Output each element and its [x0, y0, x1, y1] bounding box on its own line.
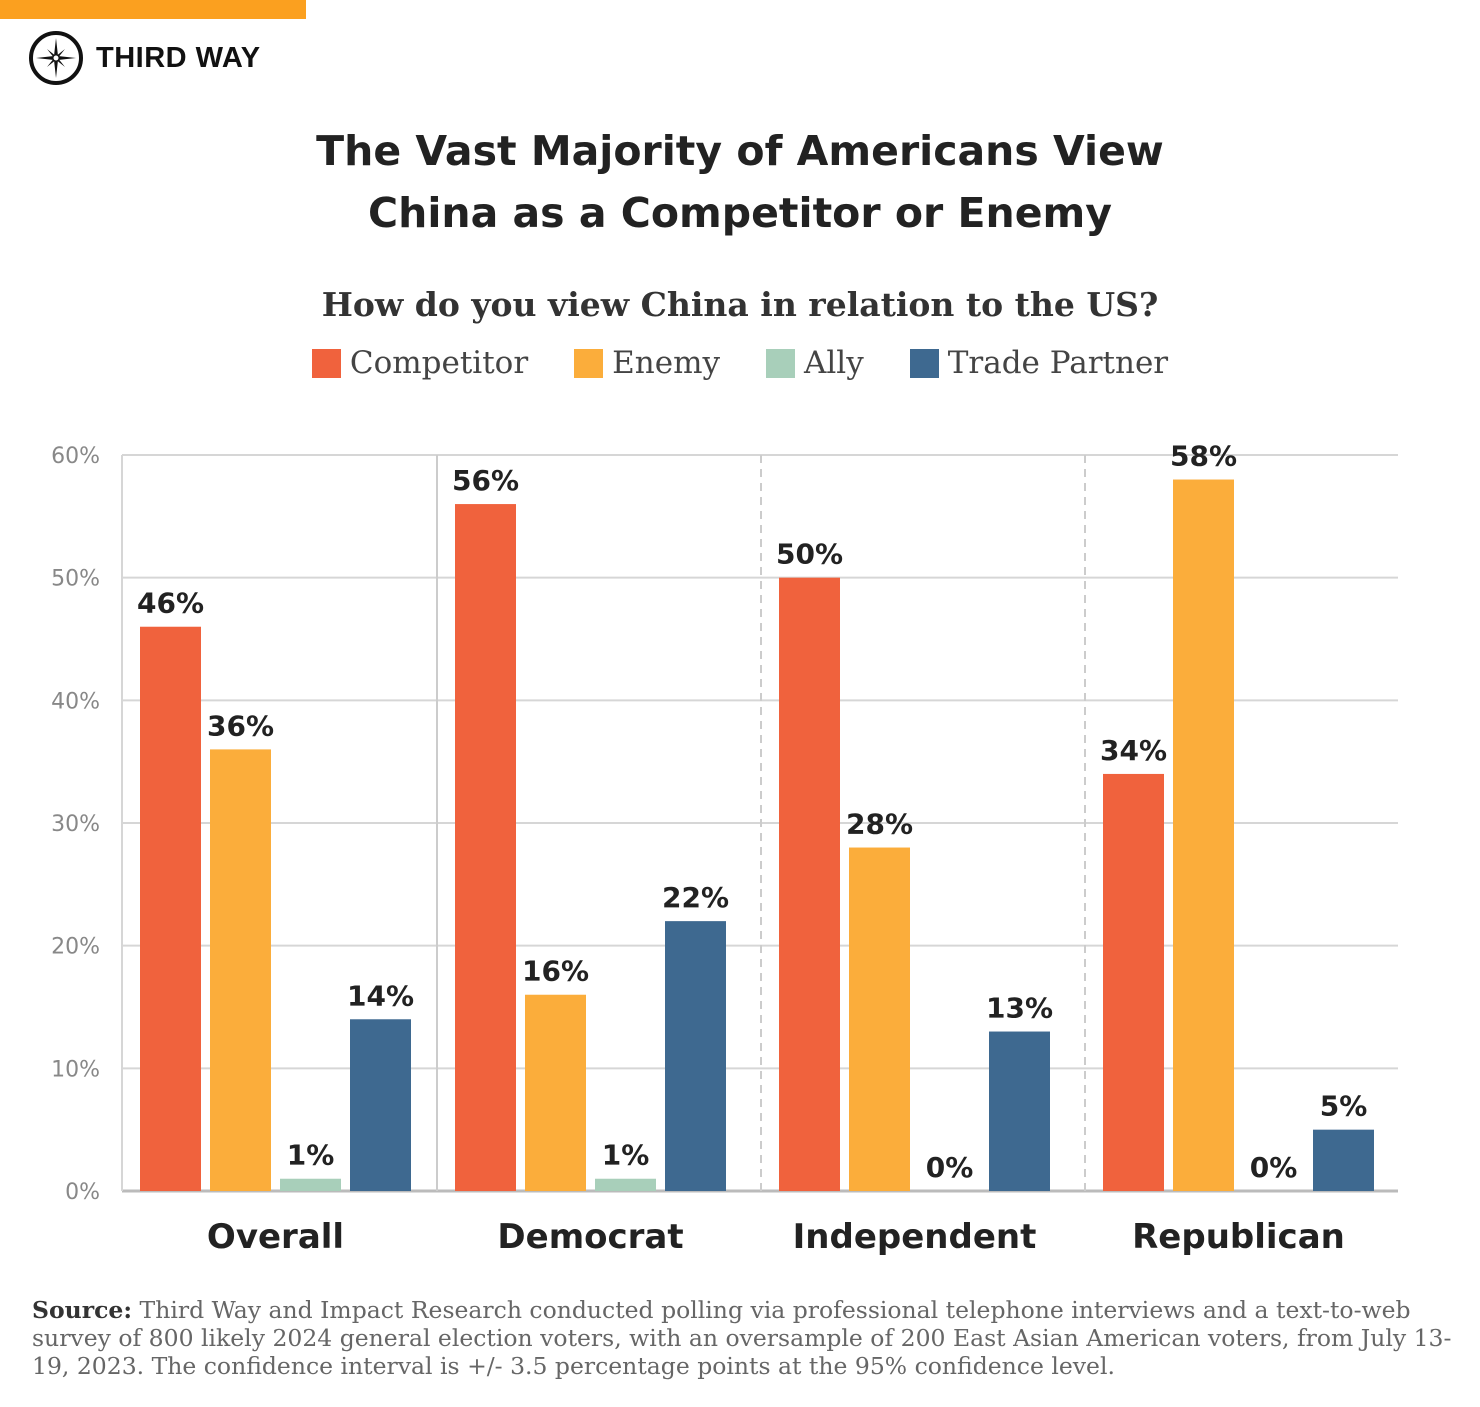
category-label: Democrat — [497, 1217, 683, 1257]
legend-item: Ally — [766, 345, 864, 381]
data-label: 1% — [287, 1139, 335, 1172]
y-tick-label: 10% — [51, 1057, 100, 1082]
third-way-logo: THIRD WAY — [28, 30, 261, 86]
chart-title: The Vast Majority of Americans View Chin… — [0, 120, 1480, 244]
chart-subtitle: How do you view China in relation to the… — [321, 285, 1159, 324]
source-label: Source: — [32, 1296, 133, 1324]
data-label: 14% — [347, 979, 414, 1012]
bar-competitor — [1103, 773, 1164, 1191]
brand-bar — [0, 0, 306, 19]
legend-swatch — [574, 348, 604, 378]
source-note: Source: Third Way and Impact Research co… — [32, 1296, 1452, 1380]
category-label: Overall — [207, 1217, 344, 1257]
brand-name: THIRD WAY — [96, 41, 261, 74]
title-line: The Vast Majority of Americans View — [316, 127, 1164, 175]
bar-enemy — [1173, 479, 1234, 1191]
legend-item: Competitor — [311, 345, 529, 381]
legend-swatch — [311, 348, 341, 378]
data-label: 46% — [137, 587, 204, 620]
data-label: 36% — [207, 709, 274, 742]
bar-competitor — [455, 504, 516, 1192]
legend: Competitor Enemy Ally Trade Partner — [0, 345, 1480, 381]
data-label: 13% — [986, 992, 1053, 1025]
y-tick-label: 0% — [65, 1180, 100, 1205]
legend-swatch — [909, 348, 939, 378]
data-label: 58% — [1170, 440, 1237, 473]
bar-enemy — [849, 847, 910, 1191]
bar-ally — [595, 1178, 656, 1191]
legend-item: Enemy — [574, 345, 720, 381]
bar-competitor — [140, 626, 201, 1191]
legend-label: Ally — [804, 345, 864, 381]
data-label: 22% — [662, 881, 729, 914]
legend-swatch — [766, 348, 795, 378]
source-text: Third Way and Impact Research conducted … — [32, 1296, 1452, 1380]
legend-label: Trade Partner — [947, 345, 1169, 381]
category-label: Republican — [1132, 1217, 1345, 1257]
data-label: 0% — [1250, 1151, 1298, 1184]
data-label: 1% — [602, 1139, 650, 1172]
bar-trade-partner — [665, 921, 726, 1191]
bar-enemy — [210, 749, 271, 1191]
bar-trade-partner — [1313, 1129, 1374, 1191]
data-label: 28% — [846, 808, 913, 841]
data-label: 56% — [452, 464, 519, 497]
legend-item: Trade Partner — [909, 345, 1169, 381]
bar-enemy — [525, 994, 586, 1191]
y-tick-label: 20% — [51, 935, 100, 960]
y-tick-label: 60% — [51, 444, 100, 469]
data-label: 16% — [522, 955, 589, 988]
compass-icon — [29, 31, 83, 85]
bar-trade-partner — [350, 1019, 411, 1191]
bar-competitor — [779, 577, 840, 1191]
data-label: 0% — [926, 1151, 974, 1184]
y-tick-label: 30% — [51, 812, 100, 837]
bar-chart: 0% 10% 20% 30% 40% 50% 60% 46% 36% 1% 14% Overall 56… — [51, 440, 1398, 1257]
data-label: 34% — [1100, 734, 1167, 767]
title-line: China as a Competitor or Enemy — [368, 189, 1112, 237]
category-label: Independent — [793, 1217, 1037, 1257]
bar-trade-partner — [989, 1031, 1050, 1191]
legend-label: Enemy — [612, 345, 720, 381]
data-label: 5% — [1320, 1090, 1368, 1123]
y-tick-label: 50% — [51, 567, 100, 592]
legend-label: Competitor — [349, 345, 529, 381]
data-label: 50% — [776, 538, 843, 571]
y-tick-label: 40% — [51, 689, 100, 714]
bar-ally — [280, 1178, 341, 1191]
